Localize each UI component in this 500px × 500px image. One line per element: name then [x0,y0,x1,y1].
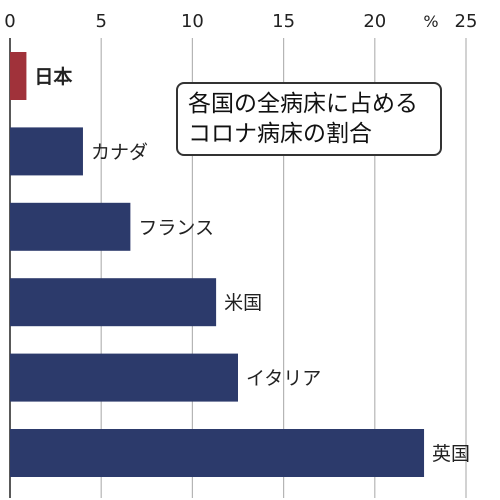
x-tick-label-0: 0 [4,11,15,32]
category-label-3: フランス [138,217,214,239]
category-label-2: カナダ [91,141,148,163]
bar-4 [10,278,217,327]
bar-2 [10,127,83,176]
x-unit-label: % [423,12,438,31]
chart-title-box: 各国の全病床に占める コロナ病床の割合 [176,82,442,156]
category-label-5: イタリア [246,368,321,390]
x-tick-label-20: 20 [363,11,386,32]
bar-5 [10,353,238,402]
x-tick-label-25: 25 [455,11,478,32]
bar-3 [10,202,131,251]
category-label-4: 米国 [224,292,262,314]
category-label-1: 日本 [34,65,72,88]
chart-title-line-2: コロナ病床の割合 [188,121,372,147]
x-tick-label-10: 10 [181,11,204,32]
x-tick-label-15: 15 [272,11,295,32]
x-tick-label-5: 5 [95,11,106,32]
bar-6 [10,429,425,477]
chart-title-line-1: 各国の全病床に占める [188,91,418,117]
bar-1 [10,52,27,100]
category-label-6: 英国 [432,443,470,465]
